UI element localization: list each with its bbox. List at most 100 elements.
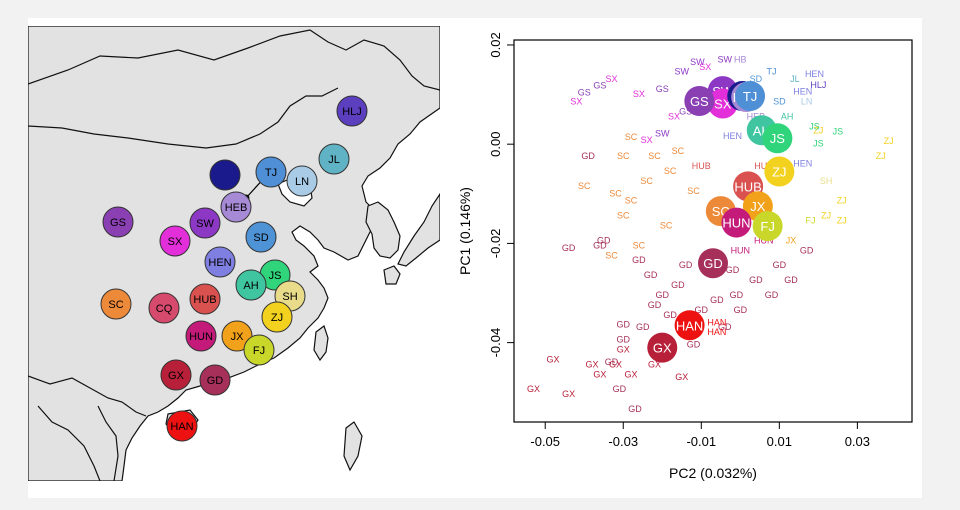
sample-label: GD bbox=[605, 357, 619, 367]
province-circle-gx bbox=[160, 359, 192, 391]
province-label-ah: AH bbox=[243, 280, 258, 292]
sample-label: SC bbox=[687, 186, 700, 196]
province-circle-sx bbox=[159, 225, 191, 257]
sample-label: JL bbox=[790, 74, 800, 84]
province-label-js: JS bbox=[269, 270, 282, 282]
province-circle-tj bbox=[255, 156, 287, 188]
taiwan-landmass bbox=[313, 325, 329, 362]
sample-label: JS bbox=[813, 139, 824, 149]
figure: HLJ JL LN TJ BJ HEB bbox=[27, 18, 922, 498]
china-map-panel: HLJ JL LN TJ BJ HEB bbox=[27, 25, 441, 482]
sample-label: SC bbox=[640, 176, 653, 186]
x-tick-label: -0.05 bbox=[530, 434, 560, 449]
sample-label: GX bbox=[547, 354, 560, 364]
centroid-circle bbox=[752, 211, 783, 242]
sample-label: GD bbox=[562, 243, 576, 253]
sample-label: GD bbox=[628, 404, 642, 414]
province-circle-hlj bbox=[336, 95, 368, 127]
province-label-gs: GS bbox=[110, 217, 126, 229]
centroid-label: GD bbox=[703, 256, 723, 271]
sample-label: GS bbox=[679, 106, 692, 116]
province-label-cq: CQ bbox=[156, 303, 173, 315]
sample-label: SW bbox=[717, 54, 732, 64]
province-marker-bj: BJ bbox=[209, 159, 241, 191]
centroid-circle bbox=[735, 81, 766, 112]
mongolia-border bbox=[27, 87, 339, 149]
sample-label: JS bbox=[833, 126, 844, 136]
centroid-label: SX bbox=[714, 97, 732, 112]
sample-label: SC bbox=[625, 196, 638, 206]
sample-label: GX bbox=[625, 369, 638, 379]
sample-label: GS bbox=[656, 84, 669, 94]
sample-label: GD bbox=[695, 305, 709, 315]
x-axis-label: PC2 (0.032%) bbox=[669, 465, 757, 481]
sample-label: TJ bbox=[767, 67, 777, 77]
province-label-sc: SC bbox=[108, 299, 123, 311]
sample-label: SC bbox=[664, 166, 677, 176]
sample-label: HB bbox=[734, 54, 747, 64]
province-circle-heb bbox=[220, 191, 252, 223]
sample-label: GX bbox=[527, 384, 540, 394]
province-marker-ln: LN bbox=[286, 165, 318, 197]
province-circle-ln bbox=[286, 165, 318, 197]
province-circle-cq bbox=[148, 292, 180, 324]
province-label-han: HAN bbox=[170, 421, 193, 433]
y-tick-label: -0.02 bbox=[488, 229, 503, 259]
province-marker-tj: TJ bbox=[255, 156, 287, 188]
province-marker-sw: SW bbox=[189, 207, 221, 239]
sample-label: SX bbox=[641, 135, 653, 145]
sample-label: ZJ bbox=[876, 151, 886, 161]
province-marker-hlj: HLJ bbox=[336, 95, 368, 127]
province-circle-gs bbox=[102, 206, 134, 238]
sample-label: HUB bbox=[692, 161, 711, 171]
province-marker-fj: FJ bbox=[243, 334, 275, 366]
x-tick-label: -0.01 bbox=[686, 434, 716, 449]
sample-label: GD bbox=[679, 260, 693, 270]
sample-label: GX bbox=[586, 359, 599, 369]
province-label-tj: TJ bbox=[265, 167, 277, 179]
sample-label: ZJ bbox=[884, 136, 894, 146]
sample-label: SC bbox=[617, 151, 630, 161]
sample-label: SH bbox=[820, 176, 833, 186]
centroid-circle bbox=[721, 207, 752, 238]
centroid-label: JX bbox=[750, 199, 766, 214]
plot-frame bbox=[513, 39, 913, 423]
province-circle-jx bbox=[221, 320, 253, 352]
province-marker-jx: JX bbox=[221, 320, 253, 352]
province-label-fj: FJ bbox=[253, 345, 265, 357]
province-label-heb: HEB bbox=[225, 202, 248, 214]
sample-label: SW bbox=[690, 57, 705, 67]
sample-label: GX bbox=[593, 369, 606, 379]
sample-label: GD bbox=[726, 265, 740, 275]
centroid-circle bbox=[762, 123, 793, 154]
province-label-bj: BJ bbox=[219, 170, 232, 182]
province-marker-cq: CQ bbox=[148, 292, 180, 324]
y-axis-label: PC1 (0.146%) bbox=[457, 187, 473, 275]
pca-scatter-chart: SW SWSXGSGSSXSXSXSXGSHENHLJHENLNJLHBSCSCS… bbox=[457, 32, 913, 481]
centroid-circle bbox=[647, 332, 678, 363]
province-label-hlj: HLJ bbox=[342, 106, 362, 118]
sample-label: GD bbox=[671, 280, 685, 290]
x-axis: -0.05 -0.03 -0.01 0.01 0.03 bbox=[530, 422, 870, 449]
province-label-hun: HUN bbox=[189, 331, 213, 343]
sample-label: GD bbox=[632, 255, 646, 265]
province-circle-gd bbox=[199, 364, 231, 396]
province-marker-jl: JL bbox=[318, 143, 350, 175]
sample-label: GD bbox=[656, 290, 670, 300]
province-label-gd: GD bbox=[207, 375, 224, 387]
centroid-layer: SWSXGSBJHEBTJAHJSZJHUBJXFJSCHUNGDHANGX bbox=[647, 76, 795, 363]
vietnam-border bbox=[97, 405, 119, 482]
sample-label: SC bbox=[605, 250, 618, 260]
province-marker-sd: SD bbox=[245, 221, 277, 253]
sample-label: GD bbox=[613, 384, 627, 394]
sample-label: AH bbox=[781, 111, 794, 121]
centroid-label: HUB bbox=[734, 179, 761, 194]
y-axis: 0.02 0.00 -0.02 -0.04 bbox=[488, 32, 514, 357]
sample-label: SC bbox=[625, 132, 638, 142]
province-circle-fj bbox=[243, 334, 275, 366]
province-marker-gs: GS bbox=[102, 206, 134, 238]
province-label-gx: GX bbox=[168, 370, 185, 382]
sample-label: GD bbox=[800, 245, 814, 255]
province-marker-hun: HUN bbox=[185, 320, 217, 352]
province-marker-hen: HEN bbox=[204, 246, 236, 278]
